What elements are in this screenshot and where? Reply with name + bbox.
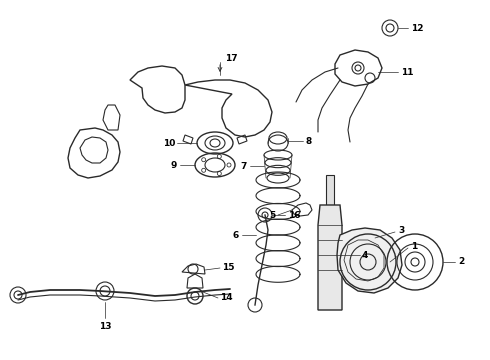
Text: 3: 3 bbox=[398, 225, 404, 234]
Text: 4: 4 bbox=[362, 251, 368, 260]
Text: 2: 2 bbox=[458, 257, 464, 266]
Text: 5: 5 bbox=[269, 211, 275, 220]
Text: 1: 1 bbox=[411, 242, 417, 251]
Text: 7: 7 bbox=[241, 162, 247, 171]
Text: 6: 6 bbox=[233, 230, 239, 239]
Text: 9: 9 bbox=[171, 161, 177, 170]
Text: 15: 15 bbox=[222, 264, 235, 273]
Text: 11: 11 bbox=[401, 68, 414, 77]
Polygon shape bbox=[318, 205, 342, 310]
Text: 13: 13 bbox=[99, 322, 111, 331]
Text: 17: 17 bbox=[225, 54, 238, 63]
Text: 12: 12 bbox=[411, 23, 423, 32]
Text: 10: 10 bbox=[163, 139, 175, 148]
Text: 8: 8 bbox=[305, 136, 311, 145]
Polygon shape bbox=[326, 175, 334, 205]
Text: 14: 14 bbox=[220, 293, 233, 302]
Text: 16: 16 bbox=[288, 211, 300, 220]
Polygon shape bbox=[337, 228, 402, 293]
